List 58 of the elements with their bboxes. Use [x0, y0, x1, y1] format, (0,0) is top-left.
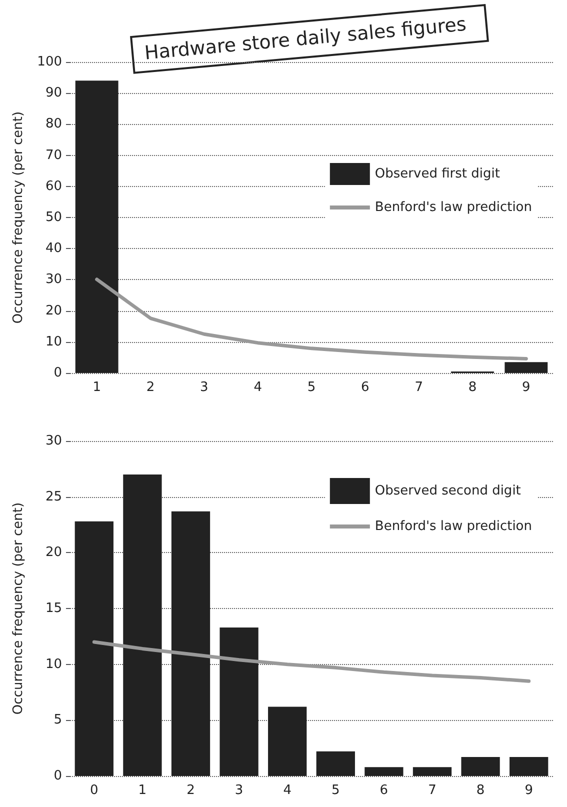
y-tick-label: 20 [45, 545, 62, 560]
x-tick-label: 5 [307, 380, 316, 395]
line-series [92, 640, 531, 683]
y-tick-label: 25 [45, 489, 62, 504]
bar [510, 757, 548, 776]
y-tick-label: 10 [45, 656, 62, 672]
bar [123, 474, 162, 776]
y-tick-label: 100 [37, 54, 62, 70]
y-tick-label: 10 [45, 334, 62, 350]
bar [412, 767, 452, 776]
x-tick-label: 7 [414, 380, 423, 395]
y-tick-label: 0 [54, 768, 62, 784]
legend-label: Observed first digit [374, 166, 500, 182]
bar [364, 767, 404, 776]
x-tick-label: 8 [468, 380, 477, 395]
x-tick-label: 8 [476, 783, 485, 798]
bar [268, 706, 307, 776]
y-tick-label: 20 [45, 303, 62, 318]
y-tick-label: 5 [54, 712, 62, 728]
x-tick-label: 2 [146, 380, 155, 395]
bar [74, 521, 114, 776]
y-tick-label: 50 [45, 210, 62, 225]
y-tick-label: 30 [45, 434, 62, 448]
bar [171, 511, 210, 776]
y-tick-label: 15 [45, 601, 62, 616]
x-tick-label: 6 [380, 783, 388, 798]
x-tick-label: 4 [283, 783, 292, 798]
x-tick-label: 1 [92, 380, 101, 395]
bar [75, 80, 118, 373]
y-tick-label: 80 [45, 116, 62, 132]
x-tick-label: 9 [522, 380, 530, 395]
line-series [95, 278, 528, 360]
bar [220, 627, 258, 776]
bar [461, 757, 500, 776]
chart-title: Hardware store daily sales figures [144, 13, 468, 64]
x-tick-label: 2 [186, 783, 195, 798]
legend-label: Benford's law prediction [374, 519, 532, 534]
x-tick-label: 4 [254, 380, 262, 395]
y-tick-label: 40 [45, 241, 62, 256]
y-tick-label: 0 [54, 366, 62, 380]
x-tick-label: 5 [332, 783, 340, 798]
x-tick-label: 3 [234, 783, 244, 798]
y-tick-label: 90 [45, 86, 62, 101]
x-tick-label: 6 [361, 380, 370, 395]
y-axis-title: Occurrence frequency (per cent) [11, 502, 26, 715]
x-tick-label: 0 [90, 783, 98, 798]
y-axis-title: Occurrence frequency (per cent) [11, 111, 26, 324]
x-tick-label: 1 [138, 783, 147, 798]
y-tick-label: 30 [45, 272, 62, 288]
bar [316, 751, 355, 776]
legend-label: Observed second digit [374, 484, 521, 498]
bar [504, 362, 548, 373]
x-tick-label: 9 [524, 783, 533, 798]
legend-label: Benford's law prediction [374, 200, 532, 215]
x-tick-label: 3 [200, 380, 208, 395]
x-tick-label: 7 [428, 783, 436, 798]
y-tick-label: 60 [45, 178, 62, 194]
y-tick-label: 70 [45, 148, 62, 163]
